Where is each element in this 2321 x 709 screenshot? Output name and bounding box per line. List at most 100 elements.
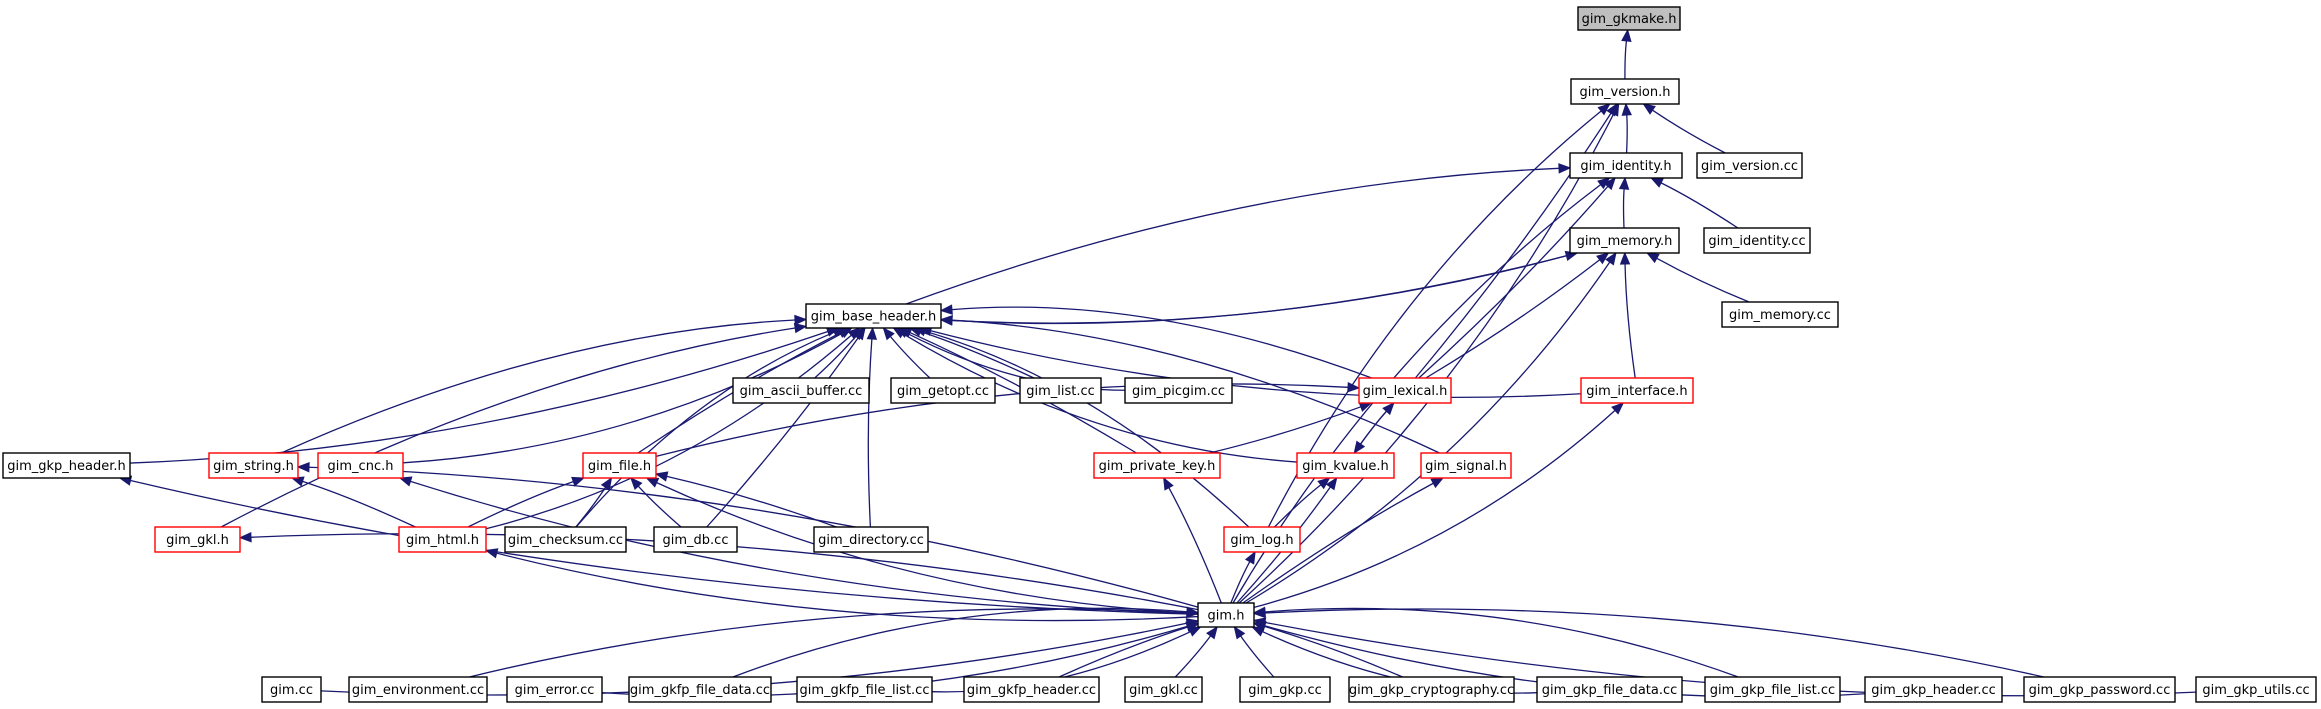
node-gkl-cc[interactable]: gim_gkl.cc (1124, 676, 1203, 703)
node-box (813, 526, 929, 553)
node-box (1197, 602, 1255, 628)
node-db-cc[interactable]: gim_db.cc (653, 526, 738, 553)
node-box (1019, 377, 1102, 404)
node-box (1569, 152, 1683, 179)
node-gkfp-header-cc[interactable]: gim_gkfp_header.cc (963, 676, 1100, 703)
node-version[interactable]: gim_version.h (1570, 78, 1680, 105)
node-gim-h[interactable]: gim.h (1197, 602, 1255, 628)
node-box (732, 377, 870, 404)
node-signal[interactable]: gim_signal.h (1420, 452, 1512, 479)
node-memory-cc[interactable]: gim_memory.cc (1721, 301, 1839, 328)
node-getopt-cc[interactable]: gim_getopt.cc (890, 377, 996, 404)
node-directory-cc[interactable]: gim_directory.cc (813, 526, 929, 553)
node-box (1124, 676, 1203, 703)
node-label: gim_gkp.cc (1248, 683, 1322, 698)
node-label: gim_cnc.h (328, 459, 394, 474)
node-gkfp-file-data-cc[interactable]: gim_gkfp_file_data.cc (628, 676, 772, 703)
node-label: gim_db.cc (663, 533, 729, 548)
node-box (1580, 377, 1694, 404)
node-log[interactable]: gim_log.h (1223, 526, 1301, 553)
node-cnc[interactable]: gim_cnc.h (317, 452, 404, 479)
node-label: gim_gkfp_file_list.cc (800, 683, 930, 698)
node-file[interactable]: gim_file.h (582, 452, 657, 479)
node-label: gim_string.h (213, 459, 294, 474)
node-html[interactable]: gim_html.h (398, 526, 487, 553)
node-gkp-cc[interactable]: gim_gkp.cc (1239, 676, 1331, 703)
edge-identity-to-version (1621, 102, 1632, 154)
node-label: gim_version.cc (1701, 159, 1798, 174)
node-gkp-utils-cc[interactable]: gim_gkp_utils.cc (2195, 676, 2317, 703)
node-box (582, 452, 657, 479)
node-gkl-h[interactable]: gim_gkl.h (154, 526, 241, 553)
node-checksum-cc[interactable]: gim_checksum.cc (504, 526, 627, 553)
node-list-cc[interactable]: gim_list.cc (1019, 377, 1102, 404)
node-box (261, 676, 322, 703)
node-gim-cc[interactable]: gim.cc (261, 676, 322, 703)
node-private-key[interactable]: gim_private_key.h (1093, 452, 1221, 479)
node-kvalue[interactable]: gim_kvalue.h (1296, 452, 1395, 479)
node-box (1569, 227, 1680, 254)
node-label: gim_gkfp_file_data.cc (630, 683, 770, 698)
node-box (1124, 377, 1233, 404)
edge-gim_h-to-memory (1245, 251, 1617, 604)
node-label: gim_signal.h (1425, 459, 1507, 474)
node-environment-cc[interactable]: gim_environment.cc (348, 676, 488, 703)
node-label: gim_gkp_file_list.cc (1710, 683, 1835, 698)
node-gkp-password-cc[interactable]: gim_gkp_password.cc (2023, 676, 2176, 703)
node-box (506, 676, 603, 703)
edge-gkl_h-to-base_header (220, 322, 808, 528)
node-box (2, 452, 131, 479)
node-box (1721, 301, 1839, 328)
edge-version-to-gkmake (1621, 28, 1632, 80)
node-box (1703, 227, 1811, 254)
edge-version_cc-to-version (1642, 103, 1726, 154)
node-string[interactable]: gim_string.h (208, 452, 299, 479)
node-label: gim_gkmake.h (1582, 12, 1677, 27)
edge-lexical-to-base_header (939, 304, 1372, 379)
node-identity[interactable]: gim_identity.h (1569, 152, 1683, 179)
edge-lexical-to-kvalue (1353, 402, 1395, 455)
node-gkfp-file-list-cc[interactable]: gim_gkfp_file_list.cc (796, 676, 933, 703)
node-gkp-header-cc[interactable]: gim_gkp_header.cc (1864, 676, 2003, 703)
node-identity-cc[interactable]: gim_identity.cc (1703, 227, 1811, 254)
edge-gkp_cryptography_cc-to-gim_h (1252, 621, 1403, 678)
node-picgim-cc[interactable]: gim_picgim.cc (1124, 377, 1233, 404)
node-box (963, 676, 1100, 703)
edge-lexical-to-memory (1425, 252, 1610, 379)
node-label: gim_memory.cc (1729, 308, 1831, 323)
node-lexical[interactable]: gim_lexical.h (1358, 377, 1452, 404)
node-box (1348, 676, 1515, 703)
node-label: gim_gkfp_header.cc (967, 683, 1096, 698)
node-label: gim_gkp_utils.cc (2202, 683, 2309, 698)
edge-getopt_cc-to-base_header (882, 326, 931, 379)
node-version-cc[interactable]: gim_version.cc (1696, 152, 1803, 179)
node-box (1536, 676, 1683, 703)
node-interface[interactable]: gim_interface.h (1580, 377, 1694, 404)
node-gkmake: gim_gkmake.h (1577, 6, 1681, 31)
edge-gkp_password_cc-to-gim_h (1252, 607, 2045, 678)
node-label: gim_gkp_header.h (7, 459, 126, 474)
edge-gkp_header_h-to-base_header (129, 326, 840, 464)
node-memory[interactable]: gim_memory.h (1569, 227, 1680, 254)
node-box (1239, 676, 1331, 703)
node-label: gim_error.cc (515, 683, 595, 698)
node-gkp-file-data-cc[interactable]: gim_gkp_file_data.cc (1536, 676, 1683, 703)
node-gkp-cryptography-cc[interactable]: gim_gkp_cryptography.cc (1348, 676, 1515, 703)
edge-identity_cc-to-identity (1650, 177, 1739, 229)
edge-log-to-kvalue (1274, 477, 1331, 528)
node-label: gim_log.h (1230, 533, 1293, 548)
node-gkp-header-h[interactable]: gim_gkp_header.h (2, 452, 131, 479)
node-error-cc[interactable]: gim_error.cc (506, 676, 603, 703)
edge-gim_h-to-interface (1253, 402, 1625, 609)
edge-kvalue-to-base_header (892, 327, 1298, 463)
node-label: gim_gkp_cryptography.cc (1349, 683, 1514, 698)
node-ascii-buffer-cc[interactable]: gim_ascii_buffer.cc (732, 377, 870, 404)
node-box (208, 452, 299, 479)
node-label: gim_gkp_file_data.cc (1542, 683, 1678, 698)
node-gkp-file-list-cc[interactable]: gim_gkp_file_list.cc (1704, 676, 1841, 703)
node-label: gim_version.h (1579, 85, 1670, 100)
edge-memory_cc-to-memory (1646, 252, 1750, 303)
edge-checksum_cc-to-base_header (575, 327, 846, 528)
edge-log-to-base_header (912, 326, 1250, 528)
node-base-header[interactable]: gim_base_header.h (805, 303, 942, 329)
